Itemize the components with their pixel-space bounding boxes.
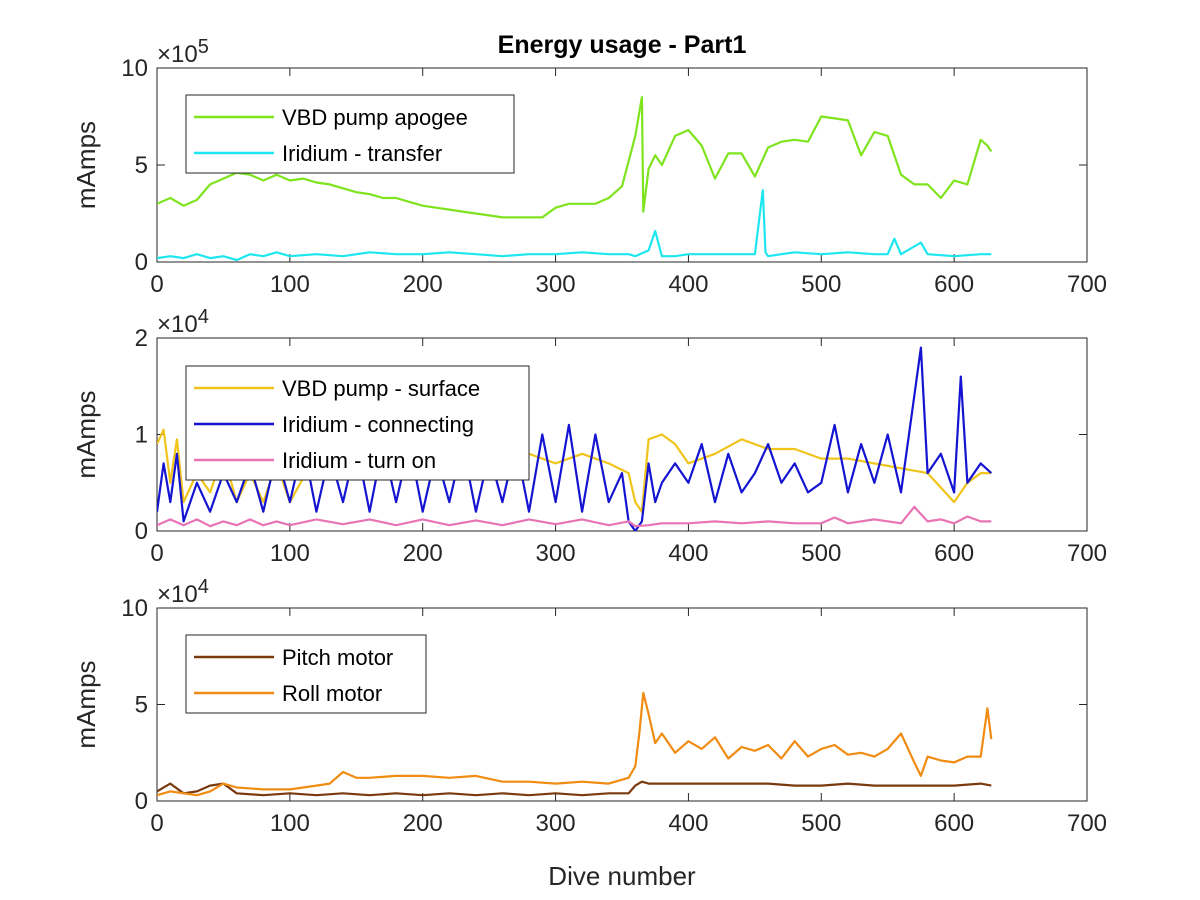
legend-box	[185, 94, 515, 174]
x-tick-label: 600	[934, 540, 974, 567]
y-multiplier-label: ×105	[157, 36, 209, 68]
y-tick-label: 10	[121, 55, 148, 82]
subplot-3: 0 100 200 300 400 500 600 700 0 5 10 ×104 mAmps Dive …	[71, 576, 1107, 891]
x-tick-label: 100	[270, 271, 310, 298]
y-multiplier-base: ×10	[157, 581, 198, 608]
series-line-1	[157, 95, 993, 219]
y-tick-label: 10	[121, 595, 148, 622]
x-tick-label: 200	[403, 540, 443, 567]
x-tick-label: 100	[270, 810, 310, 837]
x-tick-label: 0	[150, 810, 163, 837]
x-tick-label: 500	[801, 271, 841, 298]
x-tick-label: 300	[536, 540, 576, 567]
legend-label: Pitch motor	[282, 645, 393, 670]
legend-label: VBD pump - surface	[282, 376, 480, 401]
y-tick-label: 5	[135, 692, 148, 719]
legend-label: Roll motor	[282, 681, 382, 706]
x-axis-label: Dive number	[548, 861, 696, 891]
legend-label: Iridium - transfer	[282, 141, 442, 166]
y-multiplier-label: ×104	[157, 576, 209, 608]
series-line-1	[157, 780, 992, 797]
x-tick-label: 500	[801, 540, 841, 567]
x-tick-label: 200	[403, 271, 443, 298]
y-multiplier-label: ×104	[157, 306, 209, 338]
subplot-2: 0 100 200 300 400 500 600 700 0 1 2 ×104 mAmps VBD pu…	[71, 306, 1107, 567]
x-tick-label: 0	[150, 540, 163, 567]
x-tick-label: 700	[1067, 810, 1107, 837]
series-group	[157, 95, 993, 262]
y-tick-label: 0	[135, 788, 148, 815]
y-tick-label: 5	[135, 152, 148, 179]
series-line-2	[157, 189, 992, 262]
y-multiplier-exponent: 4	[198, 306, 209, 328]
legend-box	[185, 634, 427, 714]
x-tick-label: 300	[536, 271, 576, 298]
y-multiplier-base: ×10	[157, 311, 198, 338]
x-tick-label: 200	[403, 810, 443, 837]
y-axis-label: mAmps	[71, 121, 101, 209]
y-multiplier-base: ×10	[157, 41, 198, 68]
legend-label: Iridium - turn on	[282, 448, 436, 473]
y-axis-label: mAmps	[71, 660, 101, 748]
series-line-3	[157, 505, 992, 528]
x-tick-label: 700	[1067, 540, 1107, 567]
legend-label: VBD pump apogee	[282, 105, 468, 130]
chart-title: Energy usage - Part1	[498, 31, 747, 59]
series-line-2	[157, 691, 993, 797]
x-tick-label: 700	[1067, 271, 1107, 298]
legend: VBD pump apogee Iridium - transfer	[185, 94, 515, 174]
x-tick-label: 400	[668, 540, 708, 567]
y-tick-label: 2	[135, 325, 148, 352]
legend: VBD pump - surface Iridium - connecting Ir…	[185, 365, 530, 481]
x-tick-label: 600	[934, 271, 974, 298]
legend-label: Iridium - connecting	[282, 412, 474, 437]
x-tick-label: 300	[536, 810, 576, 837]
subplot-1: 0 100 200 300 400 500 600 7000510×105mAmpsEnerg…	[71, 31, 1107, 298]
y-tick-label: 0	[135, 249, 148, 276]
y-tick-label: 1	[135, 422, 148, 449]
legend: Pitch motor Roll motor	[185, 634, 427, 714]
y-multiplier-exponent: 5	[198, 36, 209, 58]
y-multiplier-exponent: 4	[198, 576, 209, 598]
series-line-2	[157, 346, 993, 531]
x-tick-label: 100	[270, 540, 310, 567]
x-tick-label: 400	[668, 271, 708, 298]
y-tick-label: 0	[135, 518, 148, 545]
x-tick-label: 0	[150, 271, 163, 298]
x-tick-label: 400	[668, 810, 708, 837]
x-tick-label: 500	[801, 810, 841, 837]
y-axis-label: mAmps	[71, 390, 101, 478]
series-group	[157, 691, 993, 797]
x-tick-label: 600	[934, 810, 974, 837]
